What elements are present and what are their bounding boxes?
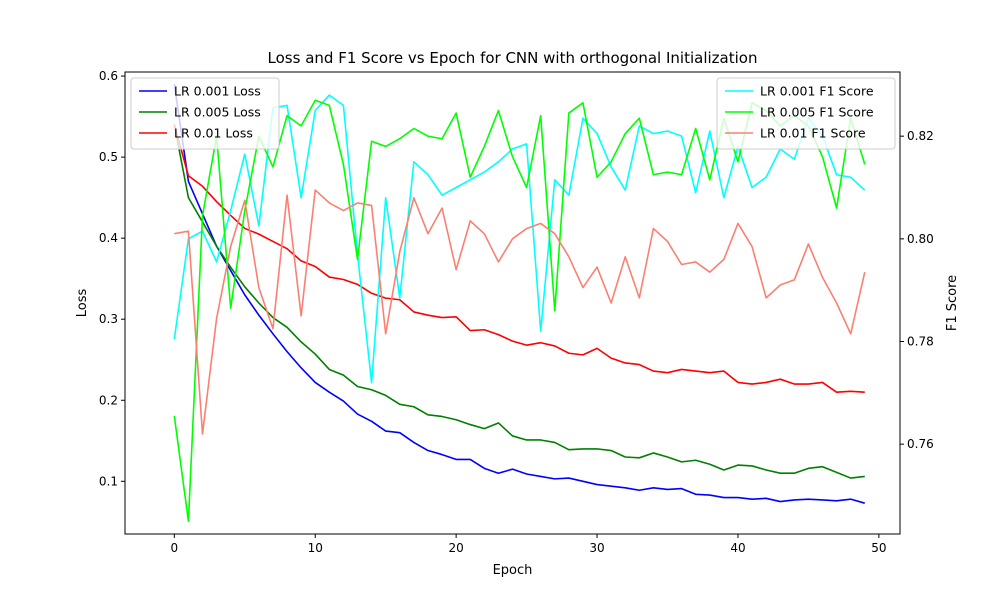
series-line-lr-0-005-loss xyxy=(173,124,865,479)
x-tick-label: 10 xyxy=(308,541,323,555)
y-tick-label: 0.6 xyxy=(99,69,118,83)
y2-tick-label: 0.78 xyxy=(907,335,934,349)
x-axis-ticks: 0 10 20 30 40 50 xyxy=(170,534,887,555)
legend-label: LR 0.01 Loss xyxy=(174,126,253,141)
x-tick-label: 50 xyxy=(871,541,886,555)
series-line-lr-0-01-loss xyxy=(173,124,865,393)
series-line-lr-0-005-f1-score xyxy=(173,99,866,522)
legend-label: LR 0.001 Loss xyxy=(174,84,261,99)
x-axis-label: Epoch xyxy=(493,563,533,578)
legend-left: LR 0.001 Loss LR 0.005 Loss LR 0.01 Loss xyxy=(130,77,280,150)
y-axis-right-label: F1 Score xyxy=(945,275,960,331)
legend-box xyxy=(130,77,280,150)
series-line-lr-0-001-f1-score xyxy=(173,94,866,384)
y-axis-left-ticks: 0.1 0.2 0.3 0.4 0.5 0.6 xyxy=(99,69,125,488)
series-line-lr-0-01-f1-score xyxy=(174,189,866,435)
y2-tick-label: 0.76 xyxy=(907,437,934,451)
legend-label: LR 0.01 F1 Score xyxy=(760,126,866,141)
legend-right: LR 0.001 F1 Score LR 0.005 F1 Score LR 0.0… xyxy=(716,77,896,150)
x-tick-label: 0 xyxy=(170,541,178,555)
legend-label: LR 0.001 F1 Score xyxy=(760,84,874,99)
plot-frame xyxy=(124,71,901,535)
x-tick-label: 20 xyxy=(448,541,463,555)
legend-label: LR 0.005 Loss xyxy=(174,105,261,120)
y2-tick-label: 0.80 xyxy=(907,232,934,246)
y-tick-label: 0.1 xyxy=(99,474,118,488)
legend-label: LR 0.005 F1 Score xyxy=(760,105,874,120)
y-tick-label: 0.4 xyxy=(99,231,118,245)
y-tick-label: 0.2 xyxy=(99,393,118,407)
legend-box xyxy=(716,77,896,150)
series-layer xyxy=(173,84,866,522)
x-tick-label: 40 xyxy=(730,541,745,555)
chart-title: Loss and F1 Score vs Epoch for CNN with … xyxy=(268,49,758,67)
x-tick-label: 30 xyxy=(589,541,604,555)
y-tick-label: 0.5 xyxy=(99,150,118,164)
y-tick-label: 0.3 xyxy=(99,312,118,326)
y-axis-right-ticks: 0.76 0.78 0.80 0.82 xyxy=(900,129,934,451)
y-axis-left-label: Loss xyxy=(75,289,90,318)
series-line-lr-0-001-loss xyxy=(173,84,865,504)
y2-tick-label: 0.82 xyxy=(907,129,934,143)
